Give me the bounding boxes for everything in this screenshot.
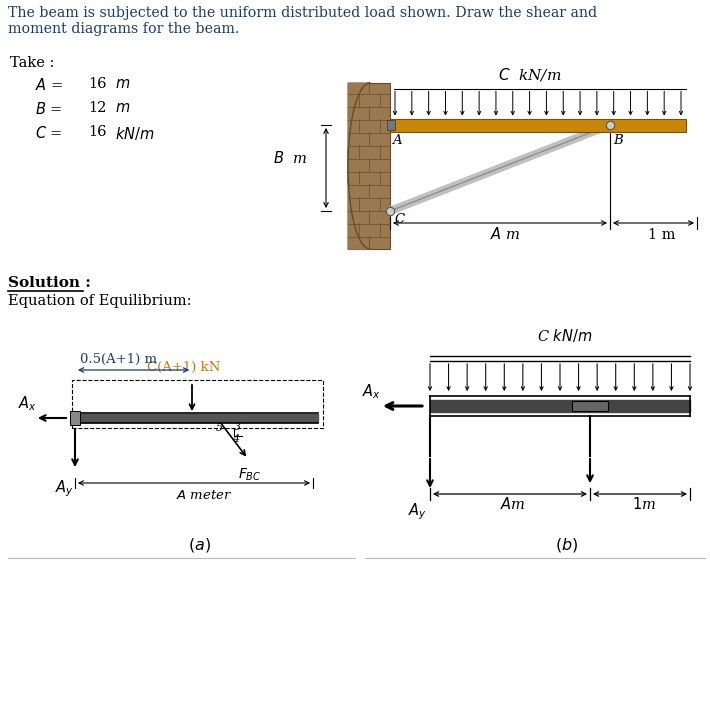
Bar bbox=[348, 83, 390, 249]
Text: $A_y$: $A_y$ bbox=[408, 501, 427, 522]
Bar bbox=[387, 120, 395, 130]
Text: $A_x$: $A_x$ bbox=[18, 394, 37, 413]
Text: $1$m: $1$m bbox=[632, 496, 656, 512]
Polygon shape bbox=[75, 414, 318, 422]
Text: $kN/ m$: $kN/ m$ bbox=[115, 125, 155, 142]
Text: The beam is subjected to the uniform distributed load shown. Draw the shear and: The beam is subjected to the uniform dis… bbox=[8, 6, 597, 20]
Text: 4: 4 bbox=[232, 434, 239, 444]
Text: A: A bbox=[392, 135, 402, 147]
Text: $C$ =: $C$ = bbox=[35, 125, 62, 141]
Text: Take :: Take : bbox=[10, 56, 55, 70]
Text: 16: 16 bbox=[88, 125, 106, 139]
Text: $B$ =: $B$ = bbox=[35, 101, 62, 117]
Text: moment diagrams for the beam.: moment diagrams for the beam. bbox=[8, 22, 239, 36]
Text: C: C bbox=[394, 213, 404, 226]
Text: $(b)$: $(b)$ bbox=[555, 536, 578, 554]
Text: B: B bbox=[613, 135, 623, 147]
Polygon shape bbox=[430, 400, 690, 412]
Bar bbox=[70, 411, 80, 425]
Text: 3: 3 bbox=[234, 422, 241, 432]
Text: $B$  m: $B$ m bbox=[273, 150, 307, 166]
Text: $A$ =: $A$ = bbox=[35, 77, 63, 93]
Text: C(A+1) kN: C(A+1) kN bbox=[147, 361, 221, 374]
Text: 16: 16 bbox=[88, 77, 106, 91]
Text: Solution :: Solution : bbox=[8, 276, 91, 290]
Text: 1 m: 1 m bbox=[648, 228, 675, 242]
Text: $m$: $m$ bbox=[115, 77, 130, 91]
Text: $C$  kN/m: $C$ kN/m bbox=[498, 66, 562, 83]
Text: $F_{BC}$: $F_{BC}$ bbox=[238, 467, 261, 484]
Text: 12: 12 bbox=[88, 101, 106, 115]
Text: $(a)$: $(a)$ bbox=[188, 536, 212, 554]
Bar bbox=[572, 401, 608, 411]
Text: 0.5(A+1) m: 0.5(A+1) m bbox=[80, 353, 157, 366]
Text: $A$ meter: $A$ meter bbox=[177, 489, 233, 502]
Text: $A$ m: $A$ m bbox=[490, 226, 520, 242]
Text: Equation of Equilibrium:: Equation of Equilibrium: bbox=[8, 294, 192, 308]
Text: C $kN/m$: C $kN/m$ bbox=[537, 327, 593, 344]
Text: 5: 5 bbox=[216, 423, 223, 433]
Polygon shape bbox=[348, 83, 370, 249]
Text: $A_x$: $A_x$ bbox=[362, 382, 381, 401]
Text: $m$: $m$ bbox=[115, 101, 130, 115]
Bar bbox=[390, 118, 686, 132]
Text: $A_y$: $A_y$ bbox=[55, 478, 74, 498]
Bar bbox=[72, 380, 323, 428]
Text: $A$m: $A$m bbox=[500, 496, 525, 512]
